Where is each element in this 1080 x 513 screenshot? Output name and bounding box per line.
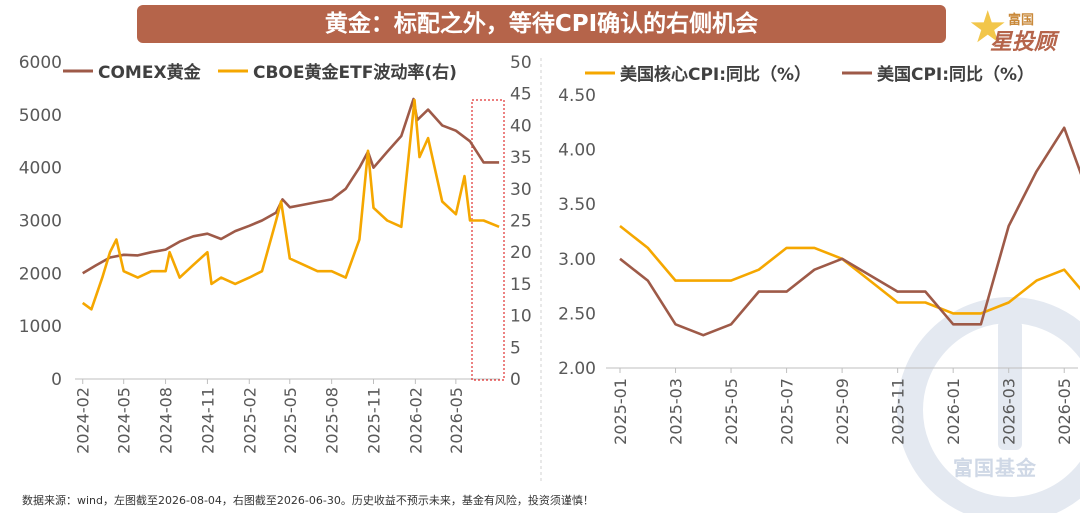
left-chart: 0 1000 2000 3000 4000 5000 6000 0 5 10 15 20 25 30 35 4… bbox=[19, 53, 542, 484]
left-legend-label: CBOE黄金ETF波动率(右) bbox=[253, 62, 457, 83]
right-series-line bbox=[619, 224, 1080, 315]
right-y-tick-label: 4.00 bbox=[558, 141, 596, 161]
left-y-tick-label: 4000 bbox=[19, 159, 62, 179]
right-legend-label: 美国CPI:同比（%） bbox=[877, 64, 1034, 85]
brand-logo: ★ 富国 星投顾 bbox=[968, 2, 1072, 56]
watermark-logo bbox=[897, 297, 1080, 513]
right-chart: 2.00 2.50 3.00 3.50 4.00 4.50 2025-01 2025-03 20… bbox=[558, 64, 1080, 445]
right-x-tick-label: 2025-11 bbox=[889, 378, 908, 445]
right-x-tick-label: 2026-01 bbox=[944, 378, 963, 445]
left-y-tick-label: 6000 bbox=[19, 53, 62, 73]
right-x-tick-label: 2026-05 bbox=[1055, 378, 1074, 445]
right-x-tick-label: 2025-05 bbox=[722, 378, 741, 445]
left-y-tick-label: 3000 bbox=[19, 212, 62, 232]
right-x-tick-label: 2025-03 bbox=[667, 378, 686, 445]
left-legend: COMEX黄金 CBOE黄金ETF波动率(右) bbox=[63, 62, 457, 83]
left-y-tick-label: 0 bbox=[51, 370, 62, 390]
right-y-tick-label: 2.00 bbox=[558, 359, 596, 379]
left-y2-tick-label: 0 bbox=[510, 370, 521, 390]
left-x-tick-label: 2025-02 bbox=[240, 387, 259, 454]
right-x-tick-label: 2026-03 bbox=[1000, 378, 1019, 445]
left-x-tick-label: 2025-08 bbox=[323, 387, 342, 454]
right-y-tick-label: 3.00 bbox=[558, 250, 596, 270]
brand-bottom-text: 星投顾 bbox=[990, 30, 1057, 55]
right-y-tick-label: 3.50 bbox=[558, 195, 596, 215]
watermark-text: 富国基金 bbox=[953, 456, 1037, 480]
right-legend: 美国核心CPI:同比（%） 美国CPI:同比（%） bbox=[585, 64, 1034, 85]
left-y-tick-label: 1000 bbox=[19, 317, 62, 337]
right-x-tick-label: 2025-07 bbox=[778, 378, 797, 445]
left-y-tick-label: 2000 bbox=[19, 264, 62, 284]
left-y2-tick-label: 40 bbox=[510, 116, 532, 136]
right-x-tick-label: 2025-09 bbox=[833, 378, 852, 445]
left-y2-tick-label: 30 bbox=[510, 180, 532, 200]
left-x-tick-label: 2024-02 bbox=[74, 387, 93, 454]
left-y2-tick-label: 45 bbox=[510, 85, 532, 105]
right-x-tick-label: 2025-01 bbox=[611, 378, 630, 445]
right-y-tick-label: 2.50 bbox=[558, 304, 596, 324]
left-x-tick-label: 2025-05 bbox=[281, 387, 300, 454]
footer-note: 数据来源：wind，左图截至2026-08-04，右图截至2026-06-30。… bbox=[22, 494, 594, 507]
right-legend-label: 美国核心CPI:同比（%） bbox=[620, 64, 811, 85]
left-y2-tick-label: 20 bbox=[510, 243, 532, 263]
left-y2-tick-label: 25 bbox=[510, 212, 532, 232]
left-y2-tick-label: 35 bbox=[510, 148, 532, 168]
left-x-tick-label: 2026-02 bbox=[406, 387, 425, 454]
right-y-tick-label: 4.50 bbox=[558, 86, 596, 106]
left-y2-tick-label: 15 bbox=[510, 275, 532, 295]
left-x-tick-label: 2024-08 bbox=[157, 387, 176, 454]
left-series-line bbox=[81, 98, 500, 311]
left-y-tick-label: 5000 bbox=[19, 106, 62, 126]
left-x-tick-label: 2025-11 bbox=[365, 387, 384, 454]
left-y2-tick-label: 10 bbox=[510, 307, 532, 327]
left-series-line bbox=[82, 97, 500, 275]
left-legend-label: COMEX黄金 bbox=[98, 62, 202, 83]
highlight-box bbox=[471, 99, 505, 381]
star-icon: ★ bbox=[968, 2, 1008, 53]
left-y2-tick-label: 5 bbox=[510, 338, 521, 358]
brand-top-text: 富国 bbox=[1008, 13, 1035, 28]
left-x-tick-label: 2024-05 bbox=[115, 387, 134, 454]
chart-title: 黄金：标配之外，等待CPI确认的右侧机会 bbox=[137, 5, 946, 43]
right-series-line bbox=[619, 126, 1080, 337]
left-y2-tick-label: 50 bbox=[510, 53, 532, 73]
left-x-tick-label: 2024-11 bbox=[198, 387, 217, 454]
left-x-tick-label: 2026-05 bbox=[447, 387, 466, 454]
